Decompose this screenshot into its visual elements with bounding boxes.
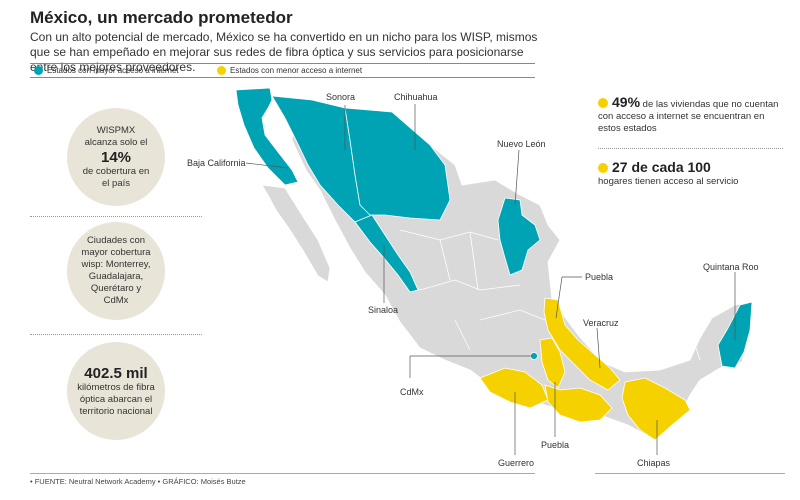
nuevo-leon-state bbox=[497, 197, 541, 276]
label-baja-california: Baja California bbox=[187, 158, 246, 168]
cities-text: Ciudades con mayor cobertura wisp: Monte… bbox=[81, 235, 151, 306]
label-puebla-top: Puebla bbox=[585, 272, 614, 282]
label-veracruz: Veracruz bbox=[583, 318, 619, 328]
legend-item-high: Estados con mayor acceso a internet bbox=[34, 66, 179, 75]
divider bbox=[595, 473, 785, 474]
yellow-dot-icon bbox=[598, 98, 608, 108]
baja-california-state bbox=[235, 87, 299, 186]
yellow-dot-icon bbox=[217, 66, 226, 75]
stat-text: hogares tienen acceso al servicio bbox=[598, 176, 739, 187]
divider bbox=[30, 334, 202, 335]
label-nuevo-leon: Nuevo León bbox=[497, 139, 546, 149]
veracruz-state bbox=[543, 297, 621, 391]
stat-value: 49% bbox=[612, 94, 641, 110]
label-quintana-roo: Quintana Roo bbox=[703, 262, 759, 272]
page-title: México, un mercado prometedor bbox=[30, 8, 293, 27]
leader-lines bbox=[245, 104, 736, 455]
fiber-value: 402.5 mil bbox=[84, 364, 148, 382]
fiber-circle: 402.5 mil kilómetros de fibra óptica aba… bbox=[67, 342, 165, 440]
legend-label-high: Estados con mayor acceso a internet bbox=[47, 66, 179, 75]
divider bbox=[30, 216, 202, 217]
label-puebla-bottom: Puebla bbox=[541, 440, 570, 450]
legend-label-low: Estados con menor acceso a internet bbox=[230, 66, 363, 75]
coverage-circle: WISPMX alcanza solo el 14% de cobertura … bbox=[67, 108, 165, 206]
label-chiapas: Chiapas bbox=[637, 458, 671, 468]
cities-circle: Ciudades con mayor cobertura wisp: Monte… bbox=[67, 222, 165, 320]
label-sinaloa: Sinaloa bbox=[368, 305, 399, 315]
stat-value: 27 de cada 100 bbox=[612, 159, 711, 175]
baja-california-sur bbox=[261, 184, 331, 283]
divider bbox=[598, 148, 783, 149]
oaxaca-state bbox=[544, 384, 613, 423]
legend: Estados con mayor acceso a internet Esta… bbox=[30, 63, 535, 78]
coverage-value: 14% bbox=[100, 148, 132, 166]
coverage-post: de cobertura en el país bbox=[82, 165, 150, 189]
label-cdmx: CdMx bbox=[400, 387, 424, 397]
puebla-state bbox=[539, 337, 566, 389]
legend-item-low: Estados con menor acceso a internet bbox=[217, 66, 362, 75]
fiber-post: kilómetros de fibra óptica abarcan el te… bbox=[77, 381, 155, 417]
yellow-dot-icon bbox=[598, 163, 608, 173]
label-guerrero: Guerrero bbox=[498, 458, 535, 468]
teal-dot-icon bbox=[34, 66, 43, 75]
stat-homes-without-internet: 49% de las viviendas que no cuentan con … bbox=[598, 94, 783, 135]
chiapas-state bbox=[621, 377, 691, 441]
coverage-pre: WISPMX alcanza solo el bbox=[84, 124, 148, 148]
footer-credits: • FUENTE: Neutral Network Academy • GRÁF… bbox=[30, 473, 535, 486]
label-chihuahua: Chihuahua bbox=[394, 92, 438, 102]
sinaloa-state bbox=[354, 214, 419, 293]
chihuahua-state bbox=[344, 107, 451, 221]
stat-homes-with-access: 27 de cada 100 hogares tienen acceso al … bbox=[598, 159, 783, 188]
stat-text: de las viviendas que no cuentan con acce… bbox=[598, 99, 779, 134]
label-sonora: Sonora bbox=[326, 92, 356, 102]
